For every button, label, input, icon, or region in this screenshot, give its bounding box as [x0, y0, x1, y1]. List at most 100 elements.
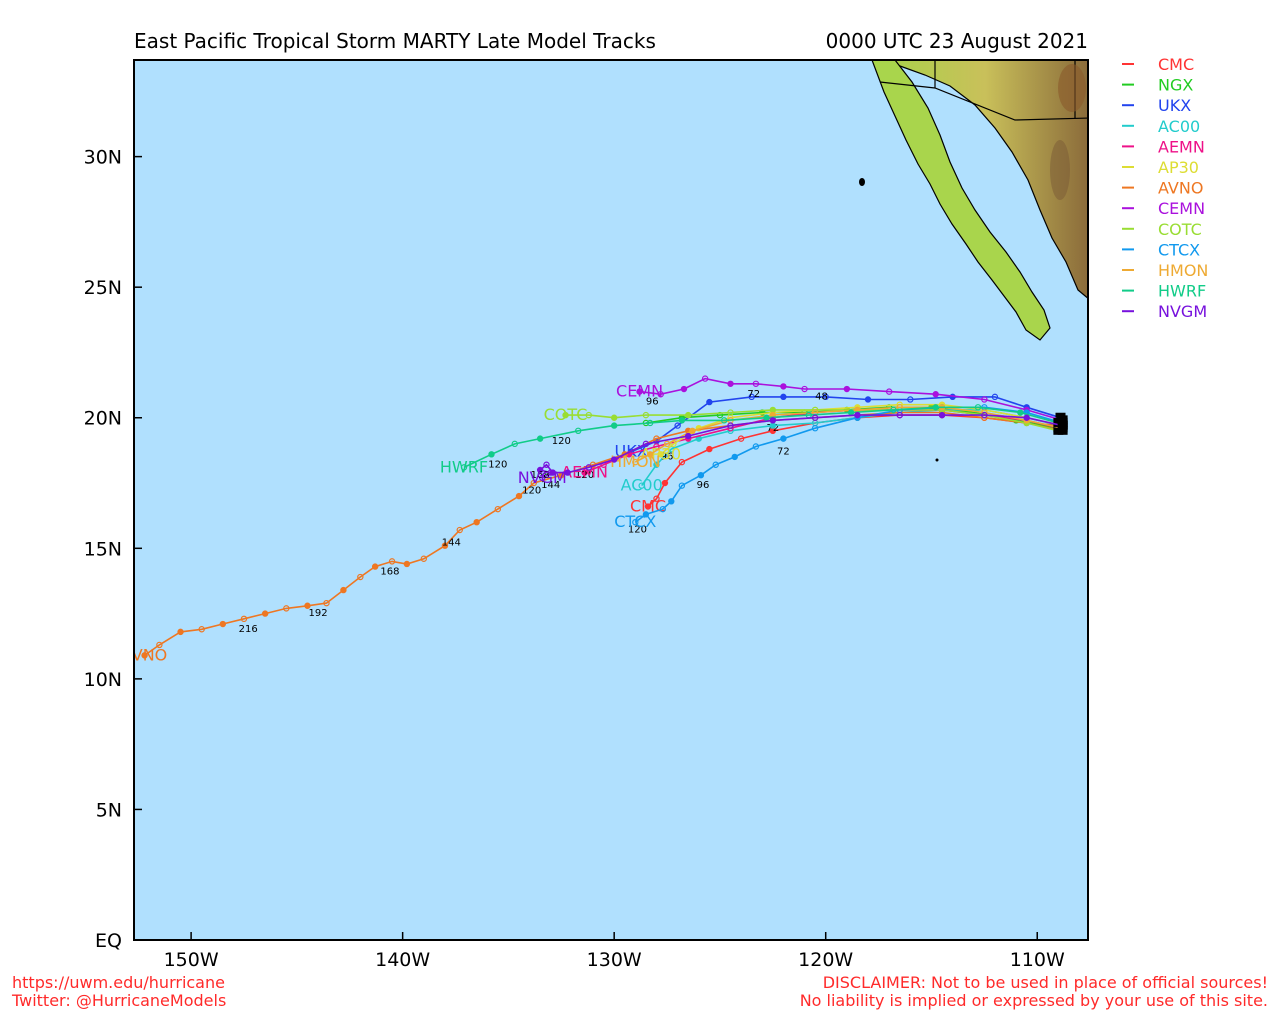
track-end-label: NVGM	[518, 468, 567, 487]
track-point	[678, 417, 686, 424]
track-end-label: AC00	[621, 476, 663, 495]
forecast-hour-label: 96	[646, 397, 659, 408]
track-point	[585, 464, 592, 471]
track-point	[701, 375, 709, 382]
track-point	[720, 417, 728, 424]
track-point	[727, 409, 734, 416]
track-point	[678, 458, 686, 466]
track-point	[731, 453, 738, 461]
track-point	[388, 558, 396, 565]
baja-california-land	[871, 60, 1051, 341]
track-point	[198, 626, 205, 633]
track-point	[536, 435, 544, 442]
track-line	[639, 377, 1063, 422]
track-point	[642, 411, 650, 419]
forecast-hour-label: 144	[442, 538, 461, 549]
track-point	[737, 435, 745, 442]
forecast-hour-label: 48	[815, 391, 828, 402]
track-point	[706, 445, 713, 453]
footer-twitter[interactable]: Twitter: @HurricaneModels	[11, 991, 226, 1010]
track-end-label: AP30	[640, 444, 681, 463]
track-point	[1017, 409, 1024, 416]
forecast-hour-label: 96	[697, 480, 710, 491]
track-point	[581, 469, 588, 476]
footer-liability: No liability is implied or expressed by …	[800, 991, 1268, 1010]
track-point	[261, 610, 269, 617]
track-point	[847, 409, 855, 416]
forecast-hour-label: 192	[308, 608, 327, 619]
track-point	[697, 471, 705, 479]
track-point	[938, 411, 946, 419]
track-point	[632, 518, 639, 526]
track-point	[420, 555, 427, 562]
track-point	[780, 393, 787, 401]
track-point	[727, 422, 734, 429]
track-point	[991, 393, 999, 401]
legend-item-ctcx: CTCX	[1122, 240, 1200, 259]
track-point	[854, 411, 861, 419]
track-point	[638, 482, 645, 489]
track-point	[177, 628, 184, 636]
track-end-label: AEMN	[561, 463, 608, 482]
lat-tick-label: EQ	[95, 930, 122, 952]
track-point	[644, 503, 652, 510]
track-point	[689, 427, 696, 435]
forecast-hour-label: 96	[661, 452, 674, 463]
track-point	[340, 586, 347, 594]
track-end-label: CEMN	[616, 382, 663, 401]
track-end-label: COTC	[544, 405, 588, 424]
legend-item-cotc: COTC	[1122, 220, 1202, 239]
track-point	[981, 396, 988, 403]
track-point	[763, 414, 770, 421]
track-point	[304, 602, 311, 609]
track-point	[646, 451, 654, 458]
track-point	[811, 424, 819, 432]
forecast-hour-label: 120	[575, 470, 594, 481]
track-point	[536, 466, 544, 474]
track-point	[646, 419, 654, 427]
island-2	[935, 458, 939, 462]
forecast-hour-label: 216	[239, 624, 258, 635]
lat-tick-label: 25N	[84, 277, 122, 299]
legend-label: AVNO	[1158, 179, 1203, 198]
track-point	[752, 380, 760, 387]
track-point	[543, 461, 550, 468]
track-point	[653, 461, 660, 468]
forecast-hour-label: 72	[777, 446, 790, 457]
track-point	[357, 573, 364, 581]
track-point	[403, 560, 411, 568]
track-point	[530, 479, 537, 487]
lon-tick-label: 110W	[1010, 949, 1065, 971]
track-point	[642, 440, 650, 448]
legend-item-avno: AVNO	[1122, 179, 1203, 198]
footer-disclaimer: DISCLAIMER: Not to be used in place of o…	[823, 973, 1268, 992]
track-point	[663, 440, 671, 448]
legend-item-hwrf: HWRF	[1122, 282, 1206, 301]
forecast-hour-label: 144	[541, 480, 560, 491]
border-line	[879, 81, 1088, 121]
track-point	[323, 599, 330, 607]
legend-label: HWRF	[1158, 282, 1206, 301]
chart-datetime: 0000 UTC 23 August 2021	[826, 29, 1088, 53]
track-point	[885, 388, 893, 395]
track-point	[156, 641, 163, 649]
track-line	[630, 396, 1061, 453]
track-point	[890, 406, 897, 414]
axes-layer: 150W 140W 130W 120W 110W EQ 5N 10N 15N 20N 25N 30N	[84, 147, 1065, 971]
track-point	[822, 393, 829, 401]
track-point	[896, 411, 903, 419]
track-end-label: CTCX	[614, 512, 656, 531]
footer-url[interactable]: https://uwm.edu/hurricane	[12, 973, 225, 992]
track-point	[932, 404, 939, 411]
track-point	[610, 456, 618, 463]
tracks-layer: 72CMC4872UKX96AC00120AEMNAP3012014416819…	[134, 375, 1068, 664]
legend-label: AP30	[1158, 158, 1199, 177]
track-point	[219, 620, 227, 628]
track-point	[610, 414, 618, 421]
track-point	[473, 518, 480, 526]
legend-item-ap30: AP30	[1122, 158, 1199, 177]
mountain-shading-2	[1050, 140, 1070, 200]
forecast-hour-label: 168	[380, 566, 399, 577]
forecast-hour-label: 120	[552, 436, 571, 447]
